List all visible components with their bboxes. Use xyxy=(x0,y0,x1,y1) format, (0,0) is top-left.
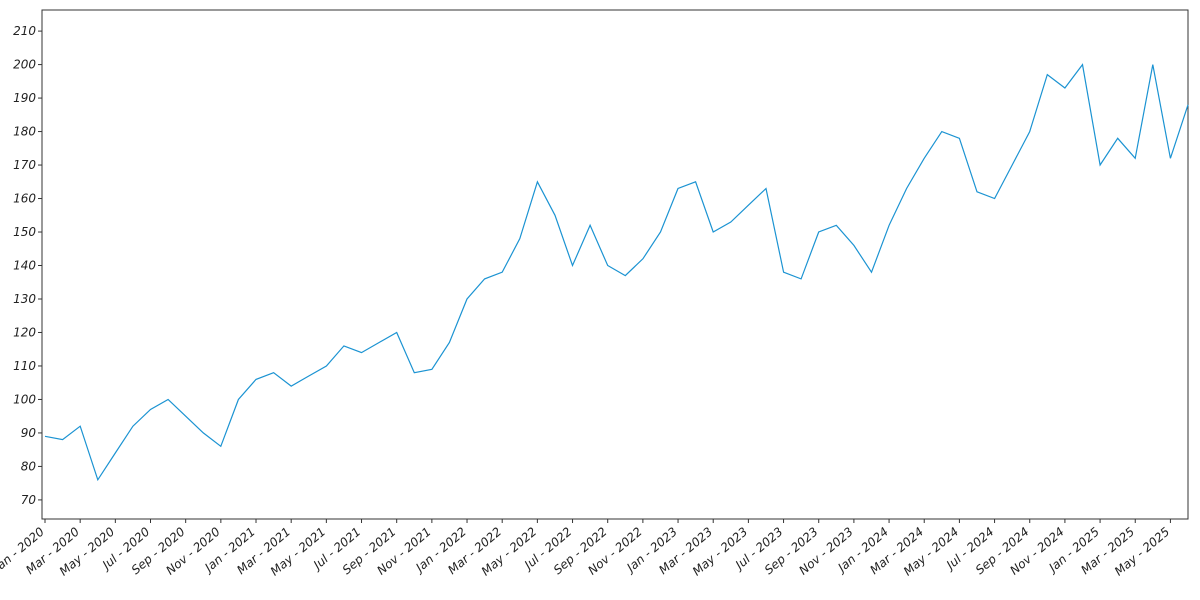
y-tick-label: 210 xyxy=(13,24,36,38)
price-line xyxy=(44,63,1189,482)
y-tick-label: 160 xyxy=(13,192,36,206)
y-tick-label: 190 xyxy=(13,91,36,105)
y-tick-label: 180 xyxy=(13,125,36,139)
y-tick-label: 130 xyxy=(13,292,36,306)
y-tick-label: 80 xyxy=(21,459,37,473)
y-tick-label: 70 xyxy=(21,493,37,507)
y-tick-label: 120 xyxy=(13,325,36,339)
y-tick-label: 150 xyxy=(13,225,36,239)
y-tick-label: 90 xyxy=(21,426,37,440)
y-tick-label: 100 xyxy=(13,392,36,406)
y-tick-label: 170 xyxy=(13,158,36,172)
y-tick-label: 110 xyxy=(13,359,36,373)
y-tick-label: 200 xyxy=(13,58,36,72)
y-tick-label: 140 xyxy=(13,259,36,273)
plot-frame xyxy=(41,9,1189,520)
